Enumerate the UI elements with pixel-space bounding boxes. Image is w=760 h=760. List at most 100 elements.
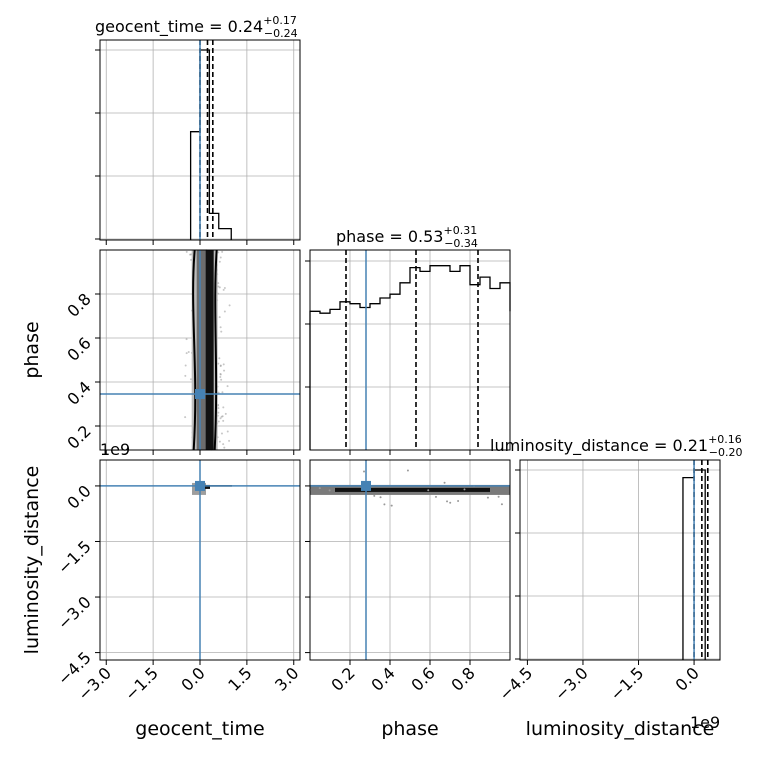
sample-point	[223, 287, 226, 290]
sample-point	[217, 420, 220, 423]
sample-point	[222, 419, 225, 422]
sample-point	[189, 253, 192, 256]
sample-point	[217, 362, 220, 365]
sample-point	[185, 338, 188, 341]
density-core	[205, 250, 214, 450]
sample-point	[226, 430, 229, 433]
sample-point	[463, 488, 466, 491]
sample-point	[217, 411, 220, 414]
y-tick-label-phase: 0.6	[63, 333, 94, 364]
sample-point	[187, 351, 190, 354]
sample-point	[449, 501, 452, 504]
sample-point	[446, 500, 449, 503]
sample-point	[222, 363, 225, 366]
sample-point	[223, 310, 226, 313]
title-phase: phase = 0.53+0.31 −0.34	[336, 224, 478, 250]
sample-point	[219, 326, 222, 329]
xlabel-luminosity-distance: luminosity_distance	[526, 718, 715, 740]
sample-point	[184, 364, 187, 367]
panel-luminosity-distance-vs-geocent-time	[99, 459, 301, 661]
sample-point	[221, 391, 224, 394]
x-tick-label-phase: 0.6	[407, 663, 438, 694]
sample-point	[443, 481, 446, 484]
sample-point	[185, 352, 188, 355]
truth-marker	[195, 389, 205, 399]
xlabel-phase: phase	[381, 718, 438, 740]
sample-point	[220, 330, 223, 333]
sample-point	[363, 470, 366, 473]
sample-point	[189, 378, 192, 381]
sample-point	[218, 286, 221, 289]
x-tick-label-geocent_time: 1.5	[224, 663, 255, 694]
sample-point	[224, 412, 227, 415]
panel-hist-geocent_time	[99, 39, 301, 241]
sample-point	[427, 489, 430, 492]
truth-marker	[195, 480, 205, 491]
title-geocent-time: geocent_time = 0.24+0.17 −0.24	[95, 14, 298, 40]
y-tick-label-luminosity-distance: −1.5	[54, 537, 95, 578]
sample-point	[497, 495, 500, 498]
y-tick-label-phase: 0.2	[63, 421, 94, 452]
sample-point	[184, 416, 187, 419]
sample-point	[219, 372, 222, 375]
sample-point	[219, 376, 222, 379]
panel-phase-vs-geocent-time	[99, 249, 301, 451]
y-tick-label-luminosity-distance: −3.0	[54, 592, 95, 633]
sample-point	[184, 374, 187, 377]
hist-step-phase	[309, 265, 511, 450]
sample-point	[218, 316, 221, 319]
panel-hist-phase	[309, 249, 511, 451]
sample-point	[217, 251, 220, 254]
x-tick-label-luminosity_distance: −1.5	[606, 663, 647, 704]
y-tick-label-phase: 0.8	[63, 289, 94, 320]
y-tick-label-phase: 0.4	[63, 377, 94, 408]
sample-point	[318, 487, 321, 490]
sample-point	[217, 285, 220, 288]
sample-point	[190, 258, 193, 261]
sample-point	[220, 415, 223, 418]
x-tick-label-geocent_time: 3.0	[271, 663, 302, 694]
sample-point	[228, 304, 231, 307]
x-tick-label-luminosity_distance: −3.0	[551, 663, 592, 704]
x-tick-label-geocent_time: 0.0	[177, 663, 208, 694]
x-tick-label-phase: 0.4	[367, 663, 398, 694]
ylabel-phase: phase	[21, 321, 43, 378]
hist-step-geocent_time	[189, 49, 232, 240]
sample-point	[226, 385, 229, 388]
ylabel-luminosity-distance: luminosity_distance	[21, 466, 43, 655]
x-tick-label-luminosity_distance: 0.0	[671, 663, 702, 694]
sample-point	[406, 469, 409, 472]
sample-point	[220, 378, 223, 381]
density-core	[335, 487, 490, 492]
sample-point	[222, 406, 225, 409]
sample-point	[383, 503, 386, 506]
xlabel-geocent-time: geocent_time	[135, 718, 264, 740]
sample-point	[218, 260, 221, 263]
sample-point	[328, 489, 331, 492]
title-luminosity-distance: luminosity_distance = 0.21+0.16 −0.20	[490, 433, 743, 459]
x-tick-label-geocent_time: −1.5	[121, 663, 162, 704]
panel-hist-luminosity_distance	[519, 459, 721, 661]
sample-point	[219, 364, 222, 367]
sample-point	[500, 503, 503, 506]
sample-point	[218, 440, 221, 443]
sample-point	[222, 288, 225, 291]
sample-point	[457, 499, 460, 502]
sample-point	[223, 446, 226, 449]
contour-line	[213, 249, 218, 451]
sample-point	[185, 250, 188, 253]
sample-point	[486, 496, 489, 499]
sample-point	[219, 256, 222, 259]
sample-point	[222, 443, 225, 446]
sample-point	[217, 391, 220, 394]
sample-point	[390, 504, 393, 507]
sample-point	[220, 432, 223, 435]
y-tick-label-luminosity-distance: 0.0	[63, 481, 94, 512]
x-tick-label-phase: 0.2	[327, 663, 358, 694]
offset-text-x: 1e9	[690, 713, 720, 732]
sample-point	[218, 357, 221, 360]
panel-luminosity-distance-vs-phase	[309, 459, 511, 661]
x-tick-label-phase: 0.8	[447, 663, 478, 694]
sample-point	[221, 250, 224, 253]
